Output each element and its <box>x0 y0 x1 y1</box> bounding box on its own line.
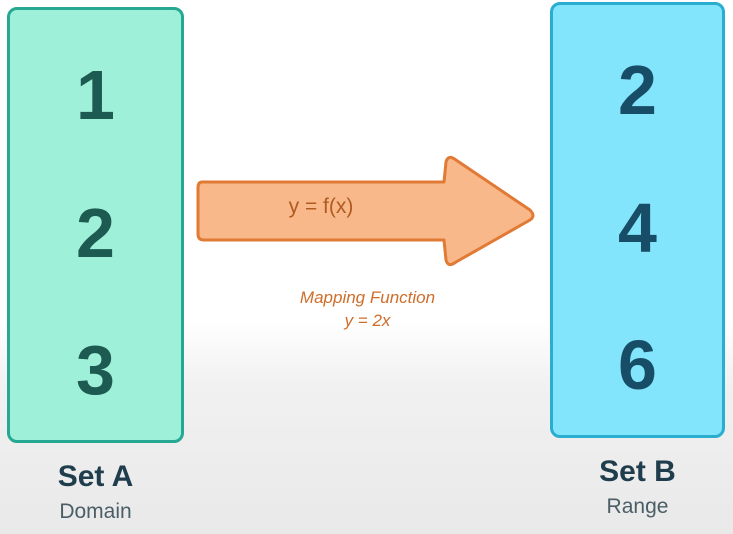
set-a-value: 1 <box>76 56 115 134</box>
set-a-role: Domain <box>59 500 132 523</box>
mapping-arrow <box>196 155 535 267</box>
set-a-name: Set A <box>57 460 134 493</box>
set-a-value: 3 <box>76 331 115 409</box>
set-b-value: 6 <box>618 326 657 404</box>
set-a-value: 2 <box>76 194 115 272</box>
set-a-box: 1 2 3 <box>7 7 184 443</box>
set-b-name: Set B <box>599 455 676 488</box>
set-b-value: 4 <box>618 189 657 267</box>
arrow-label: y = f(x) <box>288 195 354 218</box>
mapping-function-title: Mapping Function <box>299 288 436 307</box>
set-b-role: Range <box>606 495 669 518</box>
set-b-value: 2 <box>618 51 657 129</box>
set-b-box: 2 4 6 <box>550 2 725 438</box>
mapping-function-formula: y = 2x <box>344 311 391 330</box>
arrow-shape <box>196 155 535 267</box>
